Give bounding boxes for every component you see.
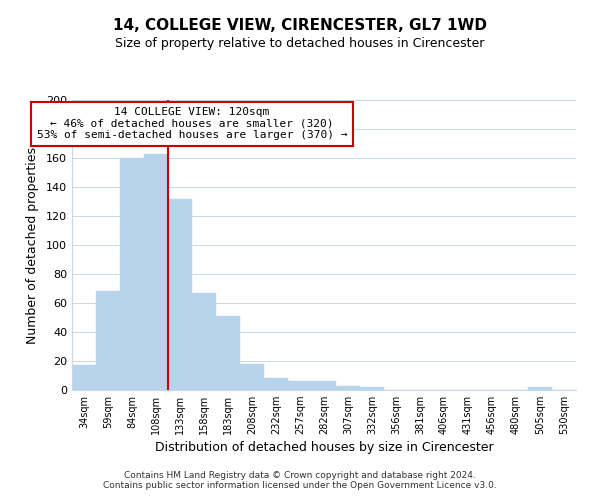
Bar (144, 154, 168, 390)
Text: Contains HM Land Registry data © Crown copyright and database right 2024.
Contai: Contains HM Land Registry data © Crown c… (103, 470, 497, 490)
Bar (240, 364, 264, 390)
Text: Size of property relative to detached houses in Cirencester: Size of property relative to detached ho… (115, 38, 485, 51)
Bar (168, 198, 192, 390)
Bar (216, 316, 240, 390)
Bar (288, 382, 312, 390)
Bar (72, 366, 96, 390)
Bar (192, 293, 216, 390)
Bar (528, 387, 552, 390)
Bar (336, 386, 360, 390)
Bar (312, 382, 336, 390)
Bar (120, 158, 144, 390)
X-axis label: Distribution of detached houses by size in Cirencester: Distribution of detached houses by size … (155, 442, 493, 454)
Bar (360, 387, 384, 390)
Bar (264, 378, 288, 390)
Text: 14, COLLEGE VIEW, CIRENCESTER, GL7 1WD: 14, COLLEGE VIEW, CIRENCESTER, GL7 1WD (113, 18, 487, 32)
Y-axis label: Number of detached properties: Number of detached properties (26, 146, 39, 344)
Bar (96, 292, 120, 390)
Text: 14 COLLEGE VIEW: 120sqm
← 46% of detached houses are smaller (320)
53% of semi-d: 14 COLLEGE VIEW: 120sqm ← 46% of detache… (37, 108, 347, 140)
